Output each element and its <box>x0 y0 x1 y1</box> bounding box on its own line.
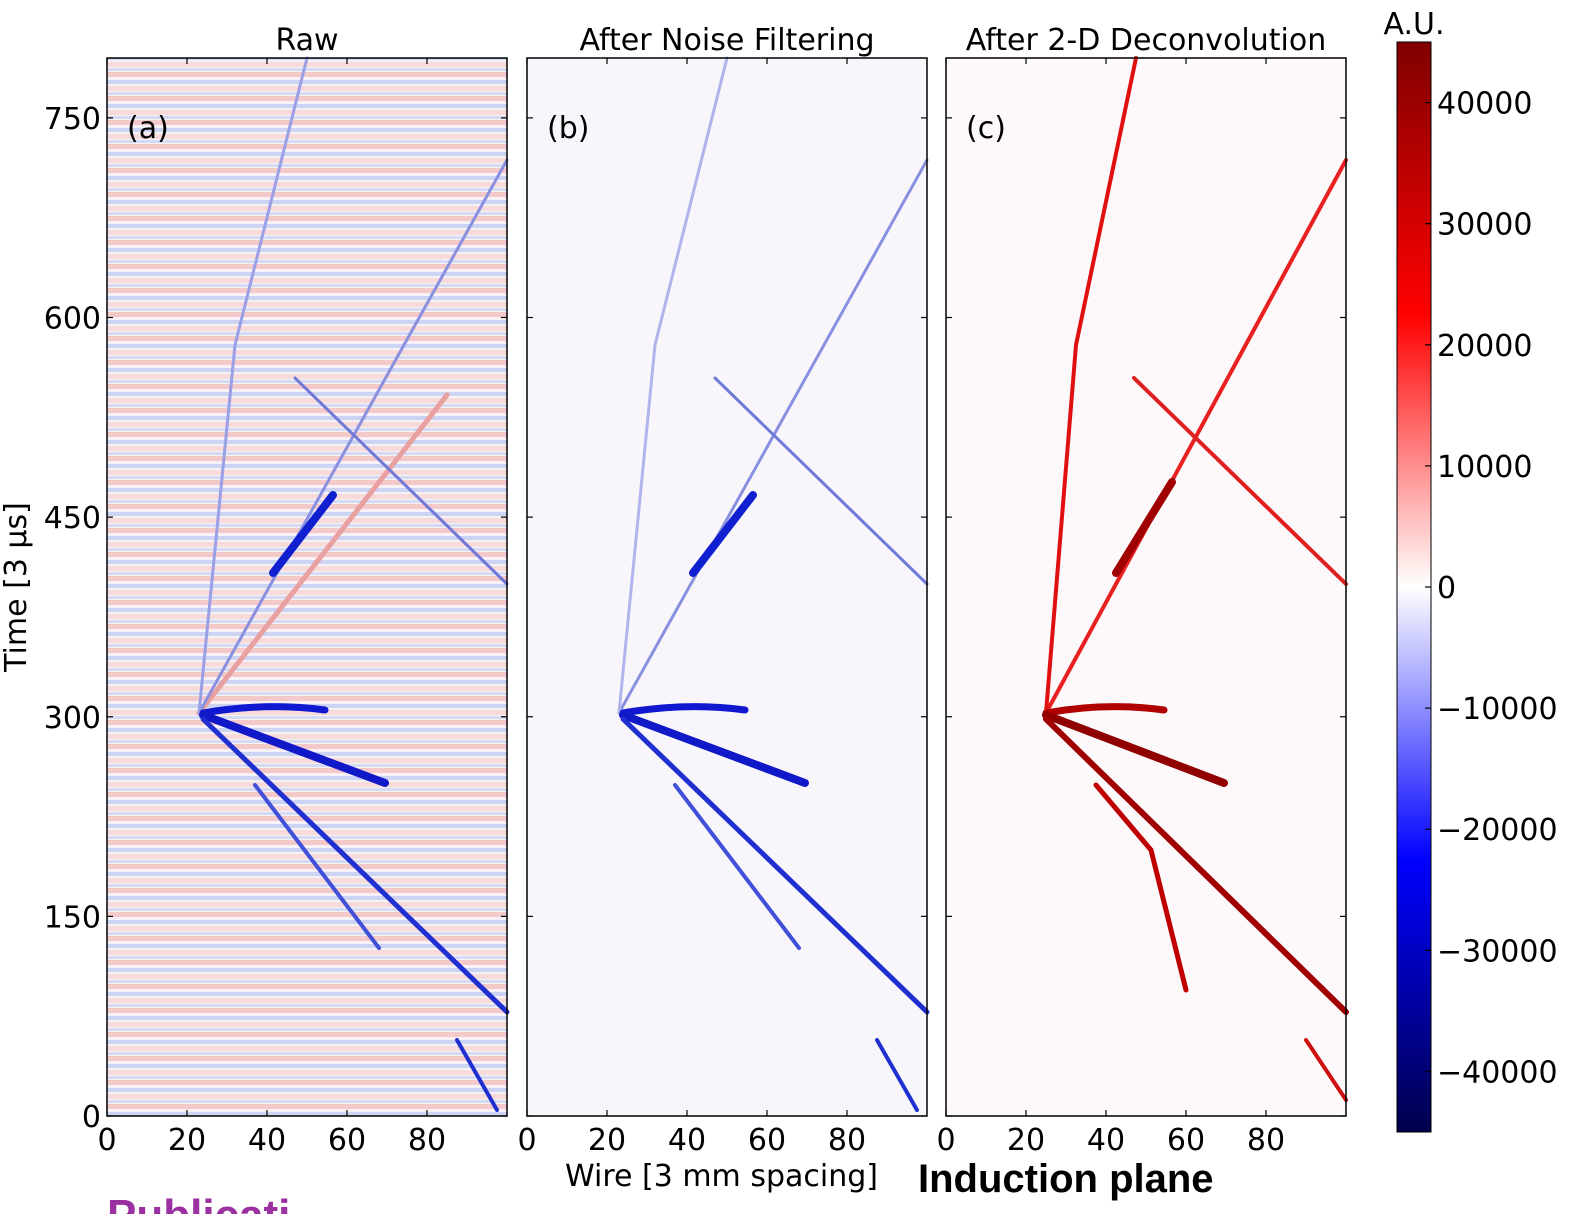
annotation: Induction plane <box>918 1157 1214 1201</box>
x-tick-label: 0 <box>517 1123 536 1158</box>
panel-title: After 2-D Deconvolution <box>966 23 1326 58</box>
y-tick-label: 0 <box>82 1100 101 1135</box>
y-tick-label: 600 <box>44 302 101 337</box>
x-tick-label: 40 <box>248 1123 286 1158</box>
y-tick-label: 150 <box>44 900 101 935</box>
panel-title: Raw <box>275 23 338 58</box>
colorbar-tick-label: 40000 <box>1437 87 1532 122</box>
colorbar-tick-label: −40000 <box>1437 1055 1558 1090</box>
x-tick-label: 20 <box>168 1123 206 1158</box>
panel-label: (a) <box>127 111 169 146</box>
x-tick-label: 80 <box>408 1123 446 1158</box>
x-tick-label: 60 <box>748 1123 786 1158</box>
colorbar-tick-label: −20000 <box>1437 813 1558 848</box>
x-axis-label: Wire [3 mm spacing] <box>565 1159 878 1194</box>
x-tick-label: 80 <box>1247 1123 1285 1158</box>
colorbar-tick-label: 30000 <box>1437 208 1532 243</box>
panel-label: (b) <box>547 111 589 146</box>
panel-title: After Noise Filtering <box>579 23 874 58</box>
x-tick-label: 60 <box>328 1123 366 1158</box>
panel-frame <box>106 57 508 1117</box>
colorbar-tick-label: 20000 <box>1437 329 1532 364</box>
panel-image <box>107 58 507 1116</box>
tracks-b <box>617 56 930 1112</box>
x-tick-label: 40 <box>668 1123 706 1158</box>
colorbar-tick-label: 10000 <box>1437 450 1532 485</box>
panel-frame <box>526 57 928 1117</box>
colorbar-tick-label: −30000 <box>1437 934 1558 969</box>
x-tick-label: 60 <box>1167 1123 1205 1158</box>
x-tick-label: 20 <box>1007 1123 1045 1158</box>
x-tick-label: 40 <box>1087 1123 1125 1158</box>
colorbar-label: A.U. <box>1383 7 1444 42</box>
x-tick-label: 0 <box>936 1123 955 1158</box>
y-tick-label: 300 <box>44 701 101 736</box>
x-tick-label: 0 <box>97 1123 116 1158</box>
colorbar-tick-label: −10000 <box>1437 692 1558 727</box>
panel-image <box>527 58 927 1116</box>
tracks-c <box>1042 56 1349 1102</box>
footer: Publicati <box>107 1191 290 1214</box>
panel-label: (c) <box>966 111 1006 146</box>
y-axis-label: Time [3 μs] <box>0 502 34 673</box>
y-tick-label: 750 <box>44 102 101 137</box>
x-tick-label: 80 <box>828 1123 866 1158</box>
tracks-a <box>196 56 510 1112</box>
colorbar-tick-label: 0 <box>1437 571 1456 606</box>
x-tick-label: 20 <box>588 1123 626 1158</box>
panel-image <box>946 58 1346 1116</box>
panel-frame <box>945 57 1347 1117</box>
y-tick-label: 450 <box>44 501 101 536</box>
